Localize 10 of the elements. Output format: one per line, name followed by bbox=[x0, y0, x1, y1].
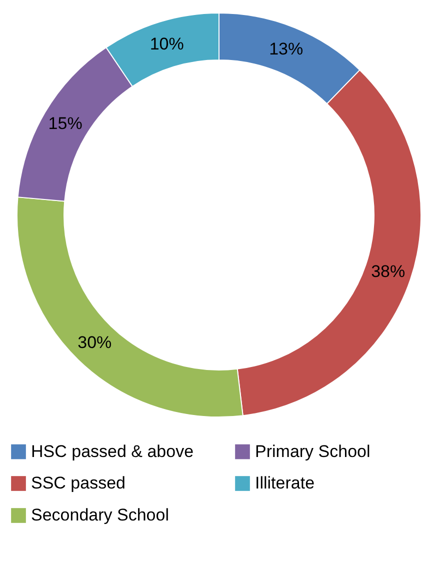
data-label: 13% bbox=[269, 40, 304, 59]
data-label: 30% bbox=[78, 333, 112, 352]
legend-label: Secondary School bbox=[31, 506, 169, 524]
legend-label: HSC passed & above bbox=[31, 442, 194, 461]
legend-label: SSC passed bbox=[31, 474, 126, 492]
legend-label: Illiterate bbox=[255, 474, 315, 492]
data-label: 38% bbox=[371, 262, 406, 282]
legend-label: Primary School bbox=[255, 442, 370, 461]
data-label: 15% bbox=[48, 114, 82, 134]
data-label: 10% bbox=[150, 34, 184, 54]
